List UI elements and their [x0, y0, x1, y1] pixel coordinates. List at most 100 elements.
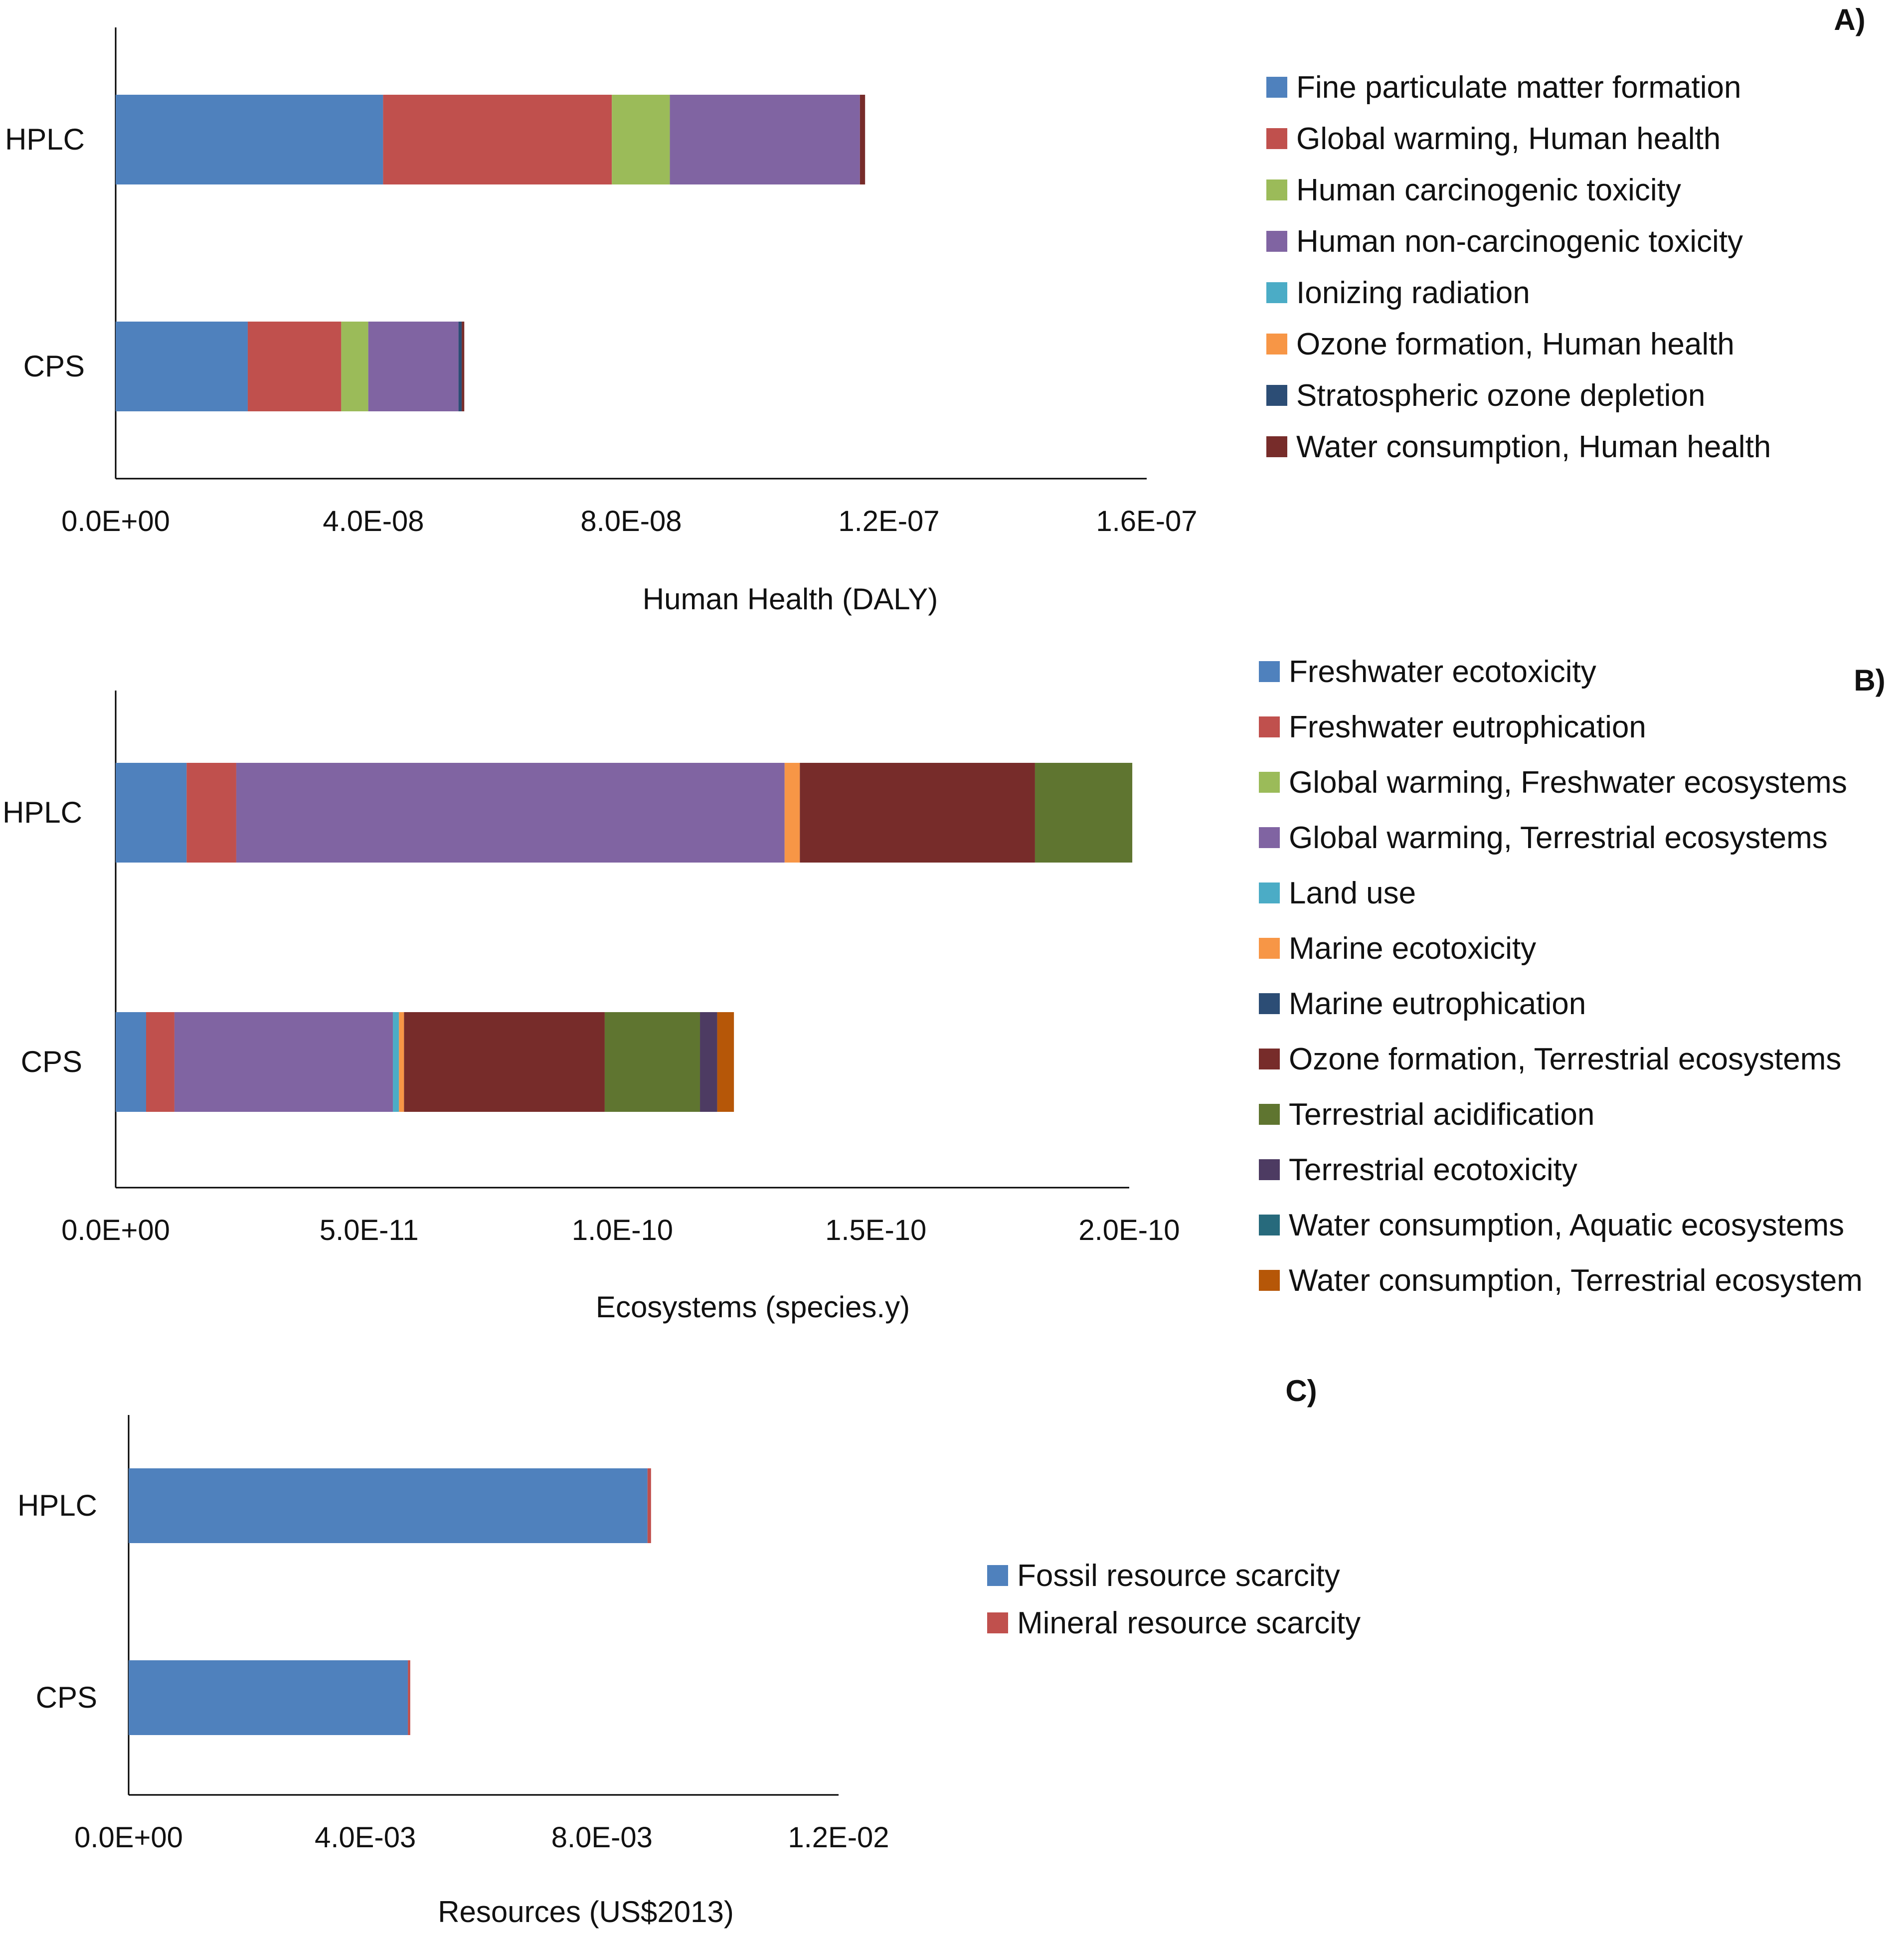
bar-hplc-human-carcinogenic-toxicity: [612, 95, 670, 184]
x-tick-label: 8.0E-03: [551, 1821, 653, 1854]
legend-label: Human carcinogenic toxicity: [1296, 173, 1681, 207]
category-label-cps: CPS: [36, 1681, 97, 1714]
bar-cps-global-warming-terrestrial-ecosystems: [174, 1012, 393, 1112]
bar-cps-fossil-resource-scarcity: [129, 1660, 408, 1735]
bar-hplc-water-consumption-human-health: [860, 95, 865, 184]
bar-hplc-global-warming-human-health: [383, 95, 612, 184]
legend-swatch: [1259, 1049, 1280, 1069]
legend-label: Terrestrial ecotoxicity: [1289, 1153, 1577, 1187]
legend-label: Freshwater eutrophication: [1289, 710, 1646, 744]
bar-cps-marine-ecotoxicity: [399, 1012, 404, 1112]
legend-swatch: [1266, 385, 1287, 406]
legend-label: Land use: [1289, 876, 1416, 910]
legend-label: Ionizing radiation: [1296, 276, 1530, 310]
legend-swatch: [1266, 77, 1287, 98]
legend-swatch: [1259, 1104, 1280, 1125]
legend-label: Water consumption, Human health: [1296, 430, 1771, 464]
x-tick-label: 1.2E-02: [788, 1821, 889, 1854]
x-tick-label: 2.0E-10: [1078, 1214, 1180, 1246]
bar-cps-fine-particulate-matter-formation: [116, 322, 248, 411]
bar-cps-water-consumption-human-health: [462, 322, 465, 411]
x-axis-title: Human Health (DALY): [643, 582, 938, 616]
x-tick-label: 0.0E+00: [61, 505, 170, 537]
bar-hplc-human-non-carcinogenic-toxicity: [670, 95, 860, 184]
legend-label: Marine ecotoxicity: [1289, 931, 1536, 966]
bar-cps-ozone-formation-terrestrial-ecosystems: [404, 1012, 605, 1112]
bar-hplc-mineral-resource-scarcity: [647, 1468, 651, 1543]
legend-swatch: [1259, 772, 1280, 793]
bar-cps-land-use: [393, 1012, 399, 1112]
bar-cps-stratospheric-ozone-depletion: [458, 322, 462, 411]
x-tick-label: 4.0E-03: [315, 1821, 416, 1854]
x-tick-label: 1.0E-10: [572, 1214, 673, 1246]
legend-swatch: [1259, 827, 1280, 848]
bar-cps-global-warming-human-health: [247, 322, 342, 411]
legend-swatch: [1266, 282, 1287, 303]
bar-cps-terrestrial-acidification: [604, 1012, 700, 1112]
bar-cps-mineral-resource-scarcity: [408, 1660, 410, 1735]
legend-swatch: [1259, 882, 1280, 903]
legend-swatch: [1266, 436, 1287, 457]
bar-cps-terrestrial-ecotoxicity: [700, 1012, 717, 1112]
category-label-cps: CPS: [21, 1045, 82, 1078]
legend-label: Terrestrial acidification: [1289, 1097, 1594, 1132]
legend-label: Water consumption, Aquatic ecosystems: [1289, 1208, 1844, 1242]
bar-hplc-terrestrial-acidification: [1035, 763, 1133, 863]
legend-label: Human non-carcinogenic toxicity: [1296, 224, 1743, 259]
legend-label: Fossil resource scarcity: [1017, 1559, 1340, 1593]
bar-hplc-fossil-resource-scarcity: [129, 1468, 648, 1543]
legend-label: Global warming, Terrestrial ecosystems: [1289, 821, 1828, 855]
panel-label: A): [1834, 3, 1865, 36]
legend-swatch: [1259, 1215, 1280, 1235]
x-tick-label: 5.0E-11: [320, 1214, 419, 1246]
legend-swatch: [1259, 1159, 1280, 1180]
bar-cps-human-carcinogenic-toxicity: [341, 322, 368, 411]
x-tick-label: 4.0E-08: [323, 505, 424, 537]
bar-hplc-freshwater-ecotoxicity: [116, 763, 187, 863]
x-axis-title: Ecosystems (species.y): [596, 1290, 910, 1324]
bar-hplc-freshwater-eutrophication: [186, 763, 236, 863]
legend-swatch: [1266, 179, 1287, 200]
category-label-hplc: HPLC: [5, 123, 85, 156]
x-tick-label: 1.6E-07: [1096, 505, 1197, 537]
legend-label: Mineral resource scarcity: [1017, 1606, 1361, 1640]
x-tick-label: 1.2E-07: [838, 505, 939, 537]
legend-swatch: [1259, 716, 1280, 737]
panel-label: C): [1285, 1374, 1317, 1408]
bar-cps-water-consumption-terrestrial-ecosystem: [717, 1012, 734, 1112]
bar-cps-freshwater-eutrophication: [146, 1012, 174, 1112]
legend-label: Ozone formation, Human health: [1296, 327, 1734, 361]
bar-hplc-marine-ecotoxicity: [784, 763, 800, 863]
legend-swatch: [1266, 128, 1287, 149]
category-label-cps: CPS: [23, 350, 85, 383]
legend-swatch: [1266, 231, 1287, 252]
legend-label: Ozone formation, Terrestrial ecosystems: [1289, 1042, 1841, 1076]
x-tick-label: 0.0E+00: [74, 1821, 183, 1854]
legend-swatch: [1259, 993, 1280, 1014]
x-tick-label: 0.0E+00: [61, 1214, 170, 1246]
legend-label: Fine particulate matter formation: [1296, 70, 1741, 105]
legend-swatch: [987, 1612, 1008, 1633]
legend-label: Stratospheric ozone depletion: [1296, 378, 1705, 413]
category-label-hplc: HPLC: [17, 1489, 97, 1522]
bar-hplc-ozone-formation-terrestrial-ecosystems: [800, 763, 1035, 863]
bar-hplc-fine-particulate-matter-formation: [116, 95, 383, 184]
legend-swatch: [1259, 938, 1280, 959]
legend-label: Freshwater ecotoxicity: [1289, 655, 1596, 689]
x-tick-label: 1.5E-10: [825, 1214, 926, 1246]
legend-swatch: [987, 1565, 1008, 1586]
bar-cps-human-non-carcinogenic-toxicity: [368, 322, 459, 411]
legend-label: Marine eutrophication: [1289, 987, 1586, 1021]
legend-swatch: [1266, 334, 1287, 354]
bar-hplc-global-warming-terrestrial-ecosystems: [236, 763, 785, 863]
x-axis-title: Resources (US$2013): [438, 1895, 734, 1929]
legend-label: Global warming, Human health: [1296, 122, 1721, 156]
bar-cps-freshwater-ecotoxicity: [116, 1012, 146, 1112]
category-label-hplc: HPLC: [2, 796, 82, 829]
x-tick-label: 8.0E-08: [580, 505, 682, 537]
legend-swatch: [1259, 661, 1280, 682]
panel-label: B): [1854, 664, 1885, 697]
legend-swatch: [1259, 1270, 1280, 1291]
